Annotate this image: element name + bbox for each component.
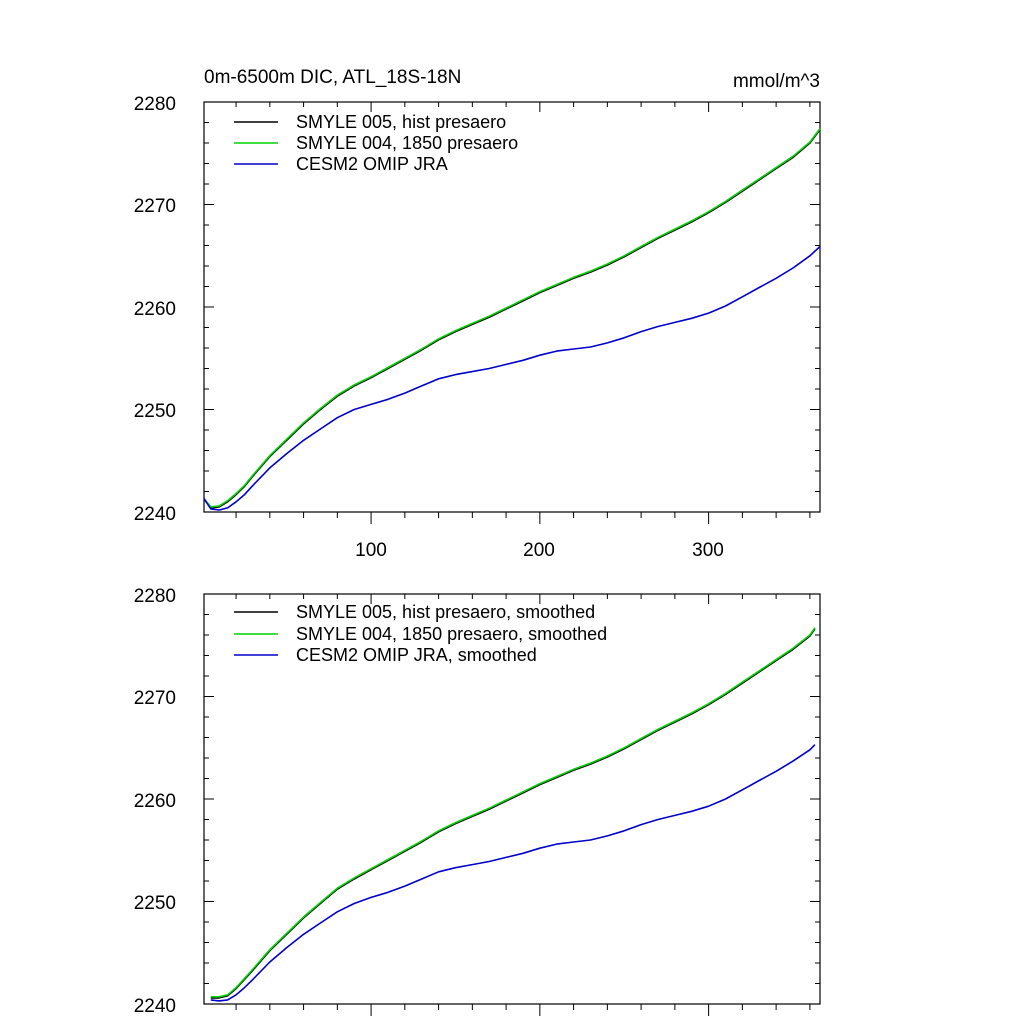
x-tick-label: 200 [523,540,555,561]
top-x-tick-labels: 100 200 300 [355,540,724,561]
legend-label-smyle004: SMYLE 004, 1850 presaero [296,133,518,153]
series-line-cesm2-smoothed [210,744,816,1002]
legend-label-cesm2: CESM2 OMIP JRA [296,154,448,174]
x-tick-label: 300 [692,540,724,561]
legend-label-smyle005: SMYLE 005, hist presaero [296,112,506,132]
units-label: mmol/m^3 [733,71,820,92]
legend-label-cesm2-smoothed: CESM2 OMIP JRA, smoothed [296,645,537,665]
series-line-smyle005 [203,129,821,509]
bottom-axis-ticks [204,593,820,1016]
y-tick-label: 2250 [134,893,176,914]
figure-title: 0m-6500m DIC, ATL_18S-18N [204,67,461,88]
top-axis-ticks [204,101,820,524]
y-tick-label: 2280 [134,94,176,115]
y-tick-label: 2250 [134,401,176,422]
legend-label-smyle004-smoothed: SMYLE 004, 1850 presaero, smoothed [296,624,607,644]
bottom-legend: SMYLE 005, hist presaero, smoothed SMYLE… [234,602,607,665]
top-series-group [203,128,821,511]
top-panel: 2280 2270 2260 2250 2240 100 200 300 SMY… [134,94,821,561]
y-tick-label: 2270 [134,688,176,709]
legend-label-smyle005-smoothed: SMYLE 005, hist presaero, smoothed [296,602,595,622]
bottom-y-tick-labels: 2280 2270 2260 2250 2240 [134,586,176,1017]
top-legend: SMYLE 005, hist presaero SMYLE 004, 1850… [234,112,518,174]
series-line-smyle004-smoothed [210,627,816,998]
bottom-panel: 2280 2270 2260 2250 2240 SMYLE 005, hist… [134,586,821,1017]
y-tick-label: 2240 [134,996,176,1017]
top-y-tick-labels: 2280 2270 2260 2250 2240 [134,94,176,525]
y-tick-label: 2240 [134,504,176,525]
x-tick-label: 100 [355,540,387,561]
y-tick-label: 2280 [134,586,176,607]
series-line-smyle005-smoothed [210,628,816,999]
y-tick-label: 2260 [134,791,176,812]
y-tick-label: 2260 [134,299,176,320]
bottom-series-group [210,627,816,1002]
y-tick-label: 2270 [134,196,176,217]
series-line-cesm2 [203,245,821,511]
series-line-smyle004 [203,128,821,508]
